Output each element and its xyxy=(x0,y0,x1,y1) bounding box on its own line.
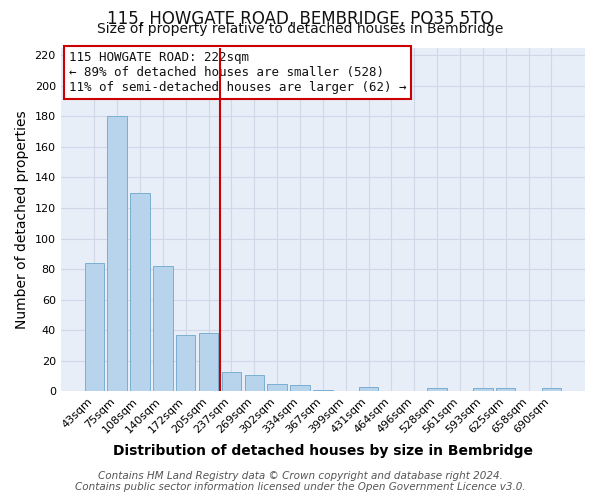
Bar xyxy=(313,390,332,392)
Bar xyxy=(245,374,264,392)
X-axis label: Distribution of detached houses by size in Bembridge: Distribution of detached houses by size … xyxy=(113,444,533,458)
Bar xyxy=(473,388,493,392)
Text: Size of property relative to detached houses in Bembridge: Size of property relative to detached ho… xyxy=(97,22,503,36)
Text: 115 HOWGATE ROAD: 222sqm
← 89% of detached houses are smaller (528)
11% of semi-: 115 HOWGATE ROAD: 222sqm ← 89% of detach… xyxy=(68,51,406,94)
Bar xyxy=(221,372,241,392)
Bar xyxy=(130,192,149,392)
Bar xyxy=(107,116,127,392)
Bar xyxy=(268,384,287,392)
Text: 115, HOWGATE ROAD, BEMBRIDGE, PO35 5TQ: 115, HOWGATE ROAD, BEMBRIDGE, PO35 5TQ xyxy=(107,10,493,28)
Bar xyxy=(542,388,561,392)
Bar xyxy=(85,263,104,392)
Bar xyxy=(199,334,218,392)
Y-axis label: Number of detached properties: Number of detached properties xyxy=(15,110,29,329)
Bar xyxy=(153,266,173,392)
Bar xyxy=(427,388,447,392)
Bar xyxy=(290,386,310,392)
Bar xyxy=(496,388,515,392)
Bar xyxy=(359,387,378,392)
Text: Contains HM Land Registry data © Crown copyright and database right 2024.
Contai: Contains HM Land Registry data © Crown c… xyxy=(74,471,526,492)
Bar xyxy=(176,335,196,392)
